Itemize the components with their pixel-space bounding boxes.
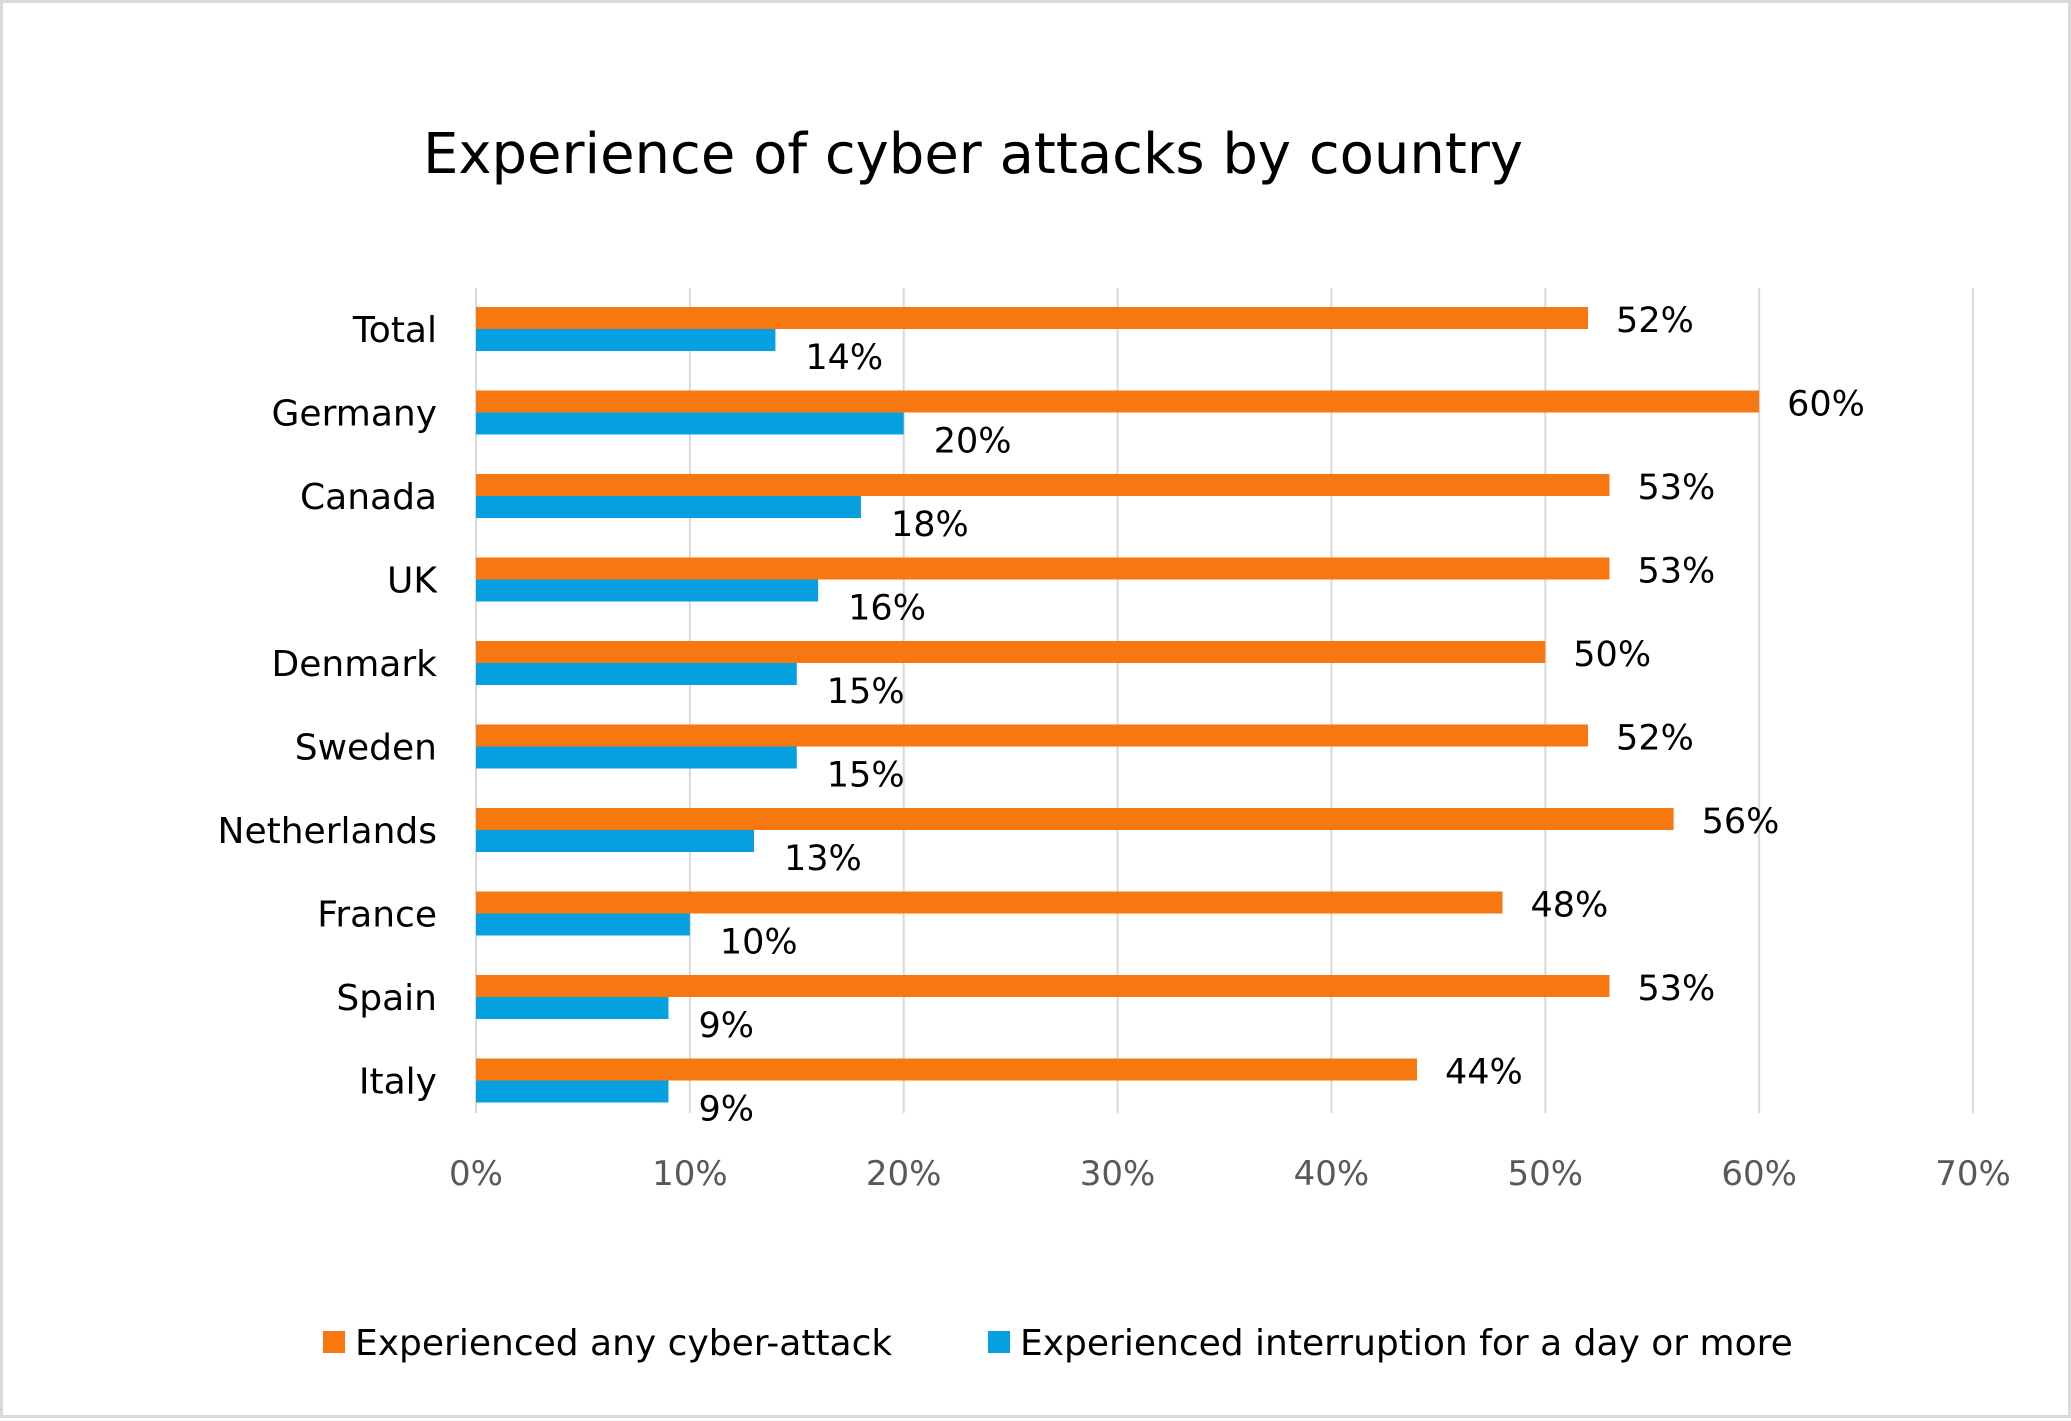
bar-any-cyber-attack [476,641,1546,663]
data-label: 16% [848,589,926,629]
legend-swatch [323,1331,345,1353]
bar-interruption [476,329,776,351]
category-label: UK [387,561,438,602]
data-label: 9% [698,1090,754,1130]
bar-any-cyber-attack [476,557,1610,580]
x-tick-label: 50% [1507,1154,1583,1194]
bar-interruption [476,746,797,769]
x-tick-label: 70% [1935,1154,2011,1194]
category-labels: Total Germany Canada UK Denmark Sweden Netherl… [218,310,439,1103]
legend-label: Experienced any cyber-attack [355,1323,892,1364]
category-label: Germany [272,394,437,435]
bar-any-cyber-attack [476,474,1610,496]
bar-interruption [476,579,819,602]
x-axis-tick-labels: 0% 10% 20% 30% 40% 50% 60% 70% [449,1154,2011,1194]
category-label: Sweden [295,728,437,769]
data-label: 18% [891,505,969,545]
data-label: 52% [1616,719,1694,759]
bar-interruption [476,913,690,936]
data-label: 20% [934,422,1012,462]
data-label: 15% [827,672,905,712]
bar-interruption [476,830,755,852]
category-label: Netherlands [218,811,437,852]
data-label: 56% [1702,802,1780,842]
category-label: Canada [300,477,437,518]
x-tick-label: 30% [1080,1154,1156,1194]
bar-any-cyber-attack [476,390,1760,413]
data-label: 53% [1637,969,1715,1009]
bar-interruption [476,412,904,435]
x-tick-label: 20% [866,1154,942,1194]
bar-interruption [476,997,669,1019]
legend-label: Experienced interruption for a day or mo… [1020,1323,1793,1364]
legend: Experienced any cyber-attack Experienced … [323,1323,1793,1364]
category-label: Spain [336,978,437,1019]
bar-interruption [476,496,861,518]
data-label: 13% [784,839,862,879]
data-labels: 52% 14% 60% 20% 53% 18% 53% 16% 50% 15% 52% 15% 56% 1… [698,301,1864,1130]
data-label: 9% [698,1006,754,1046]
x-tick-label: 0% [449,1154,503,1194]
bar-any-cyber-attack [476,307,1589,329]
data-label: 53% [1637,552,1715,592]
category-label: France [317,895,437,936]
data-label: 15% [827,756,905,796]
category-label: Total [352,310,437,351]
chart-title: Experience of cyber attacks by country [423,122,1523,187]
category-label: Italy [359,1062,437,1103]
bar-chart: Experience of cyber attacks by country T… [218,122,2011,1364]
bar-any-cyber-attack [476,891,1503,914]
bar-any-cyber-attack [476,975,1610,997]
bars [476,307,1760,1103]
bar-any-cyber-attack [476,808,1674,830]
data-label: 48% [1531,886,1609,926]
x-tick-label: 40% [1294,1154,1370,1194]
data-label: 52% [1616,301,1694,341]
bar-any-cyber-attack [476,1058,1417,1081]
bar-interruption [476,663,797,685]
bar-any-cyber-attack [476,724,1589,747]
data-label: 10% [720,923,798,963]
category-label: Denmark [272,644,438,685]
data-label: 50% [1573,635,1651,675]
data-label: 60% [1787,385,1865,425]
data-label: 53% [1637,468,1715,508]
x-tick-label: 10% [652,1154,728,1194]
legend-swatch [988,1331,1010,1353]
x-tick-label: 60% [1721,1154,1797,1194]
data-label: 44% [1445,1053,1523,1093]
data-label: 14% [805,338,883,378]
bar-interruption [476,1080,669,1103]
